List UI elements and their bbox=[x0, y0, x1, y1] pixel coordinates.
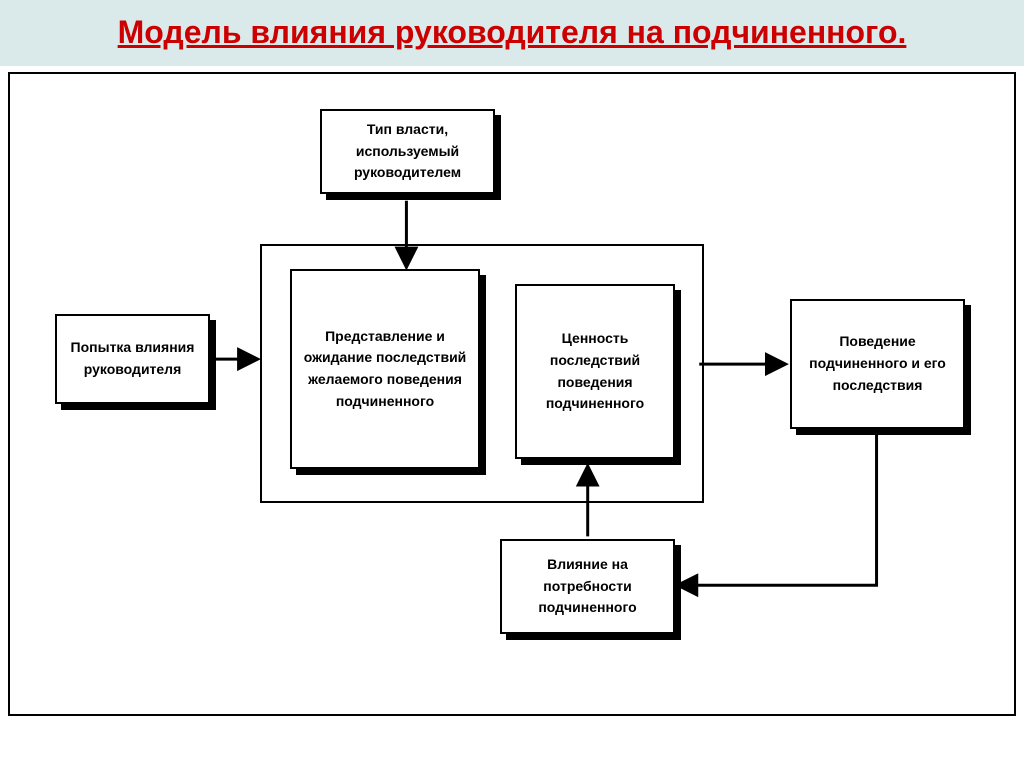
page-title: Модель влияния руководителя на подчиненн… bbox=[20, 12, 1004, 52]
node-top: Тип власти, используемый руководителем bbox=[320, 109, 495, 194]
node-right: Поведение подчиненного и его последствия bbox=[790, 299, 965, 429]
node-left: Попытка влияния руководителя bbox=[55, 314, 210, 404]
edge-right-bottom bbox=[680, 435, 876, 585]
diagram-canvas: Тип власти, используемый руководителем П… bbox=[8, 72, 1016, 716]
node-left-label: Попытка влияния руководителя bbox=[55, 314, 210, 404]
title-bar: Модель влияния руководителя на подчиненн… bbox=[0, 0, 1024, 66]
node-top-label: Тип власти, используемый руководителем bbox=[320, 109, 495, 194]
node-mid1: Представление и ожидание последствий жел… bbox=[290, 269, 480, 469]
node-mid2-label: Ценность последствий поведения подчиненн… bbox=[515, 284, 675, 459]
node-right-label: Поведение подчиненного и его последствия bbox=[790, 299, 965, 429]
node-bottom: Влияние на потребности подчиненного bbox=[500, 539, 675, 634]
node-bottom-label: Влияние на потребности подчиненного bbox=[500, 539, 675, 634]
node-mid1-label: Представление и ожидание последствий жел… bbox=[290, 269, 480, 469]
node-mid2: Ценность последствий поведения подчиненн… bbox=[515, 284, 675, 459]
